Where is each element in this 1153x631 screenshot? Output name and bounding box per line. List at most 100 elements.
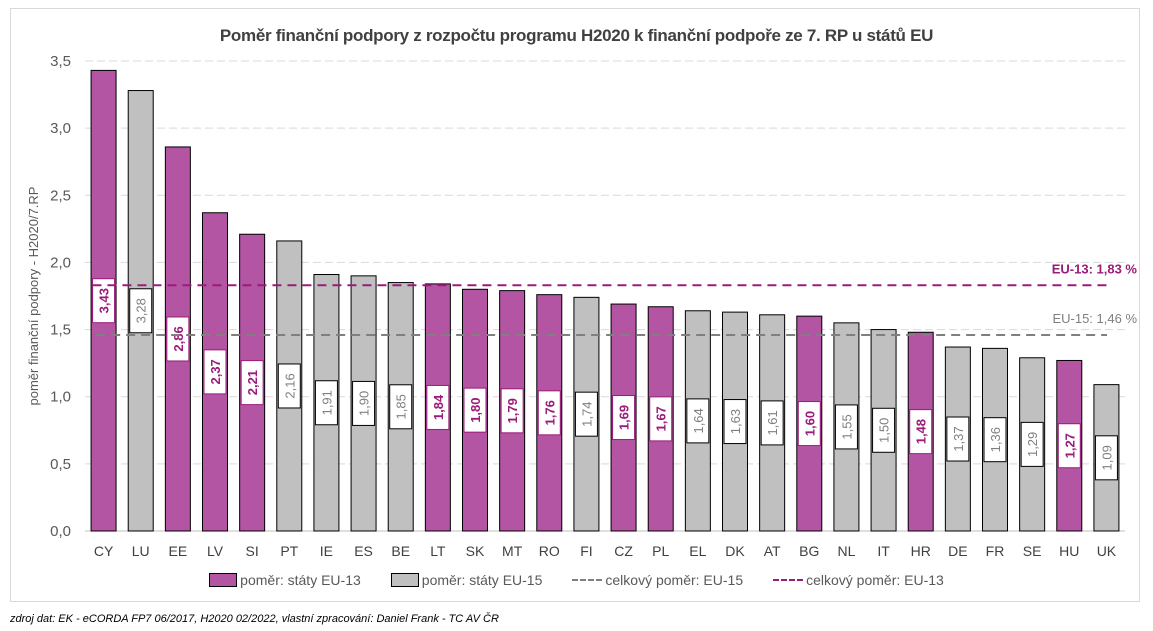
x-tick-label: EE	[169, 543, 188, 559]
x-tick-label: SE	[1023, 543, 1042, 559]
data-label: 1,74	[579, 402, 594, 427]
data-label: 1,36	[988, 427, 1003, 452]
x-tick-label: UK	[1097, 543, 1117, 559]
data-label-box	[92, 278, 116, 324]
data-label-box	[834, 404, 858, 450]
data-label-box	[649, 396, 673, 442]
data-label-box	[1057, 423, 1081, 469]
data-label: 1,84	[431, 394, 446, 420]
legend-label: celkový poměr: EU-15	[605, 572, 744, 588]
data-label-box	[760, 400, 784, 446]
data-label: 1,67	[654, 406, 669, 431]
data-label: 2,21	[245, 370, 260, 395]
data-label: 1,91	[319, 390, 334, 415]
y-tick-label: 3,0	[50, 120, 71, 137]
data-label: 1,37	[951, 426, 966, 451]
x-tick-label: IE	[320, 543, 333, 559]
data-label-box	[612, 395, 636, 441]
chart-frame	[10, 8, 1140, 602]
x-tick-label: LT	[430, 543, 446, 559]
data-label-box	[574, 391, 598, 437]
source-note: zdroj dat: EK - eCORDA FP7 06/2017, H202…	[10, 613, 499, 625]
data-label: 1,61	[765, 410, 780, 435]
data-label: 1,55	[839, 414, 854, 439]
x-tick-label: SK	[466, 543, 485, 559]
data-label: 1,76	[542, 400, 557, 425]
data-label: 1,85	[394, 394, 409, 419]
data-label-box	[352, 380, 376, 426]
data-label-box	[426, 384, 450, 430]
legend-line	[572, 579, 603, 581]
data-label: 3,28	[134, 298, 149, 323]
legend-item-eu15: poměr: státy EU-15	[390, 572, 542, 588]
legend-label: celkový poměr: EU-13	[806, 572, 944, 588]
x-tick-label: LV	[207, 543, 224, 559]
data-label-box	[129, 288, 153, 334]
data-label-box	[203, 349, 227, 395]
data-label: 1,48	[914, 419, 929, 444]
data-label-box	[240, 360, 264, 406]
data-label: 1,50	[877, 418, 892, 443]
x-tick-label: IT	[877, 543, 890, 559]
data-label: 1,79	[505, 398, 520, 423]
data-label: 1,60	[802, 411, 817, 436]
legend-label: poměr: státy EU-13	[240, 572, 361, 588]
x-tick-label: AT	[764, 543, 781, 559]
data-label-box	[797, 401, 821, 447]
y-tick-label: 1,5	[50, 322, 71, 339]
legend-swatch	[390, 573, 419, 587]
y-tick-label: 2,0	[50, 254, 71, 271]
x-tick-label: RO	[539, 543, 560, 559]
x-tick-label: SI	[246, 543, 259, 559]
data-label: 1,27	[1062, 433, 1077, 458]
legend-line	[773, 579, 804, 581]
data-label-box	[277, 363, 301, 409]
x-tick-label: CZ	[614, 543, 633, 559]
x-tick-label: PT	[280, 543, 298, 559]
y-axis-label: poměr finanční podpory - H2020/7.RP	[26, 187, 41, 406]
data-label-box	[946, 416, 970, 462]
data-label: 1,64	[691, 408, 706, 433]
x-tick-label: DK	[725, 543, 745, 559]
data-label-box	[314, 380, 338, 426]
x-tick-label: HR	[911, 543, 931, 559]
legend: poměr: státy EU-13 poměr: státy EU-15 ce…	[0, 572, 1153, 588]
data-label: 1,29	[1025, 432, 1040, 457]
y-tick-label: 1,0	[50, 389, 71, 406]
legend-item-line-eu13: celkový poměr: EU-13	[773, 572, 944, 588]
x-tick-label: PL	[652, 543, 669, 559]
data-label: 2,37	[208, 359, 223, 384]
y-tick-label: 0,0	[50, 523, 71, 540]
x-tick-label: NL	[837, 543, 855, 559]
data-label: 1,63	[728, 409, 743, 434]
data-label-box	[389, 384, 413, 430]
data-label-box	[463, 387, 487, 433]
y-tick-label: 2,5	[50, 187, 71, 204]
data-label-box	[500, 388, 524, 434]
chart-title: Poměr finanční podpory z rozpočtu progra…	[219, 26, 934, 45]
x-tick-label: BE	[391, 543, 410, 559]
data-label: 1,69	[617, 405, 632, 430]
y-tick-label: 0,5	[50, 456, 71, 473]
x-tick-label: FI	[580, 543, 592, 559]
reference-line-label: EU-15: 1,46 %	[1052, 311, 1137, 326]
x-tick-label: DE	[948, 543, 967, 559]
data-label: 2,86	[171, 326, 186, 351]
reference-line-label: EU-13: 1,83 %	[1052, 261, 1138, 276]
data-label: 2,16	[282, 373, 297, 398]
x-tick-label: ES	[354, 543, 373, 559]
x-tick-label: LU	[132, 543, 150, 559]
data-label-box	[166, 316, 190, 362]
legend-item-eu13: poměr: státy EU-13	[209, 572, 361, 588]
data-label: 1,09	[1099, 445, 1114, 470]
data-label-box	[909, 409, 933, 455]
x-tick-label: EL	[689, 543, 706, 559]
data-label: 1,90	[357, 391, 372, 416]
legend-item-line-eu15: celkový poměr: EU-15	[572, 572, 743, 588]
data-label-box	[537, 390, 561, 436]
x-tick-label: BG	[799, 543, 819, 559]
data-label-box	[1094, 435, 1118, 481]
legend-swatch	[209, 573, 238, 587]
data-label-box	[723, 399, 747, 445]
